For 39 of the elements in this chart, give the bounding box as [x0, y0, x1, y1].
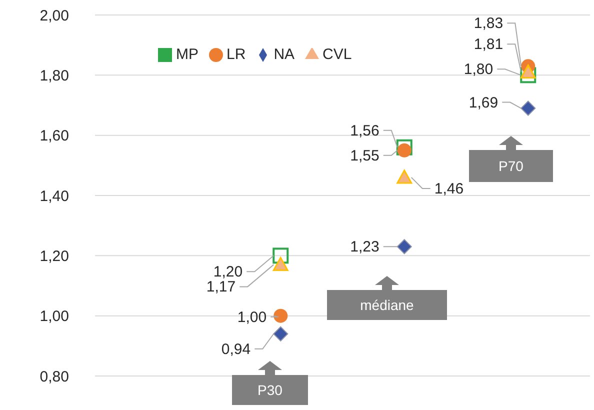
point [396, 239, 412, 254]
data-label: 1,81 [474, 36, 504, 54]
point [520, 100, 536, 116]
point [520, 64, 536, 79]
legend-label: CVL [322, 46, 352, 63]
arrow-callout: médiane [327, 276, 447, 320]
annotation: P70 [469, 150, 553, 182]
data-label: 1,23 [350, 238, 380, 256]
y-tick-label: 1,60 [40, 128, 69, 145]
point [396, 139, 412, 156]
point [272, 248, 289, 264]
data-label: 1,69 [468, 94, 498, 112]
arrow-callout: P30 [232, 361, 308, 405]
point [397, 143, 412, 158]
y-tick-label: 1,00 [40, 308, 69, 326]
data-label: 1,56 [350, 122, 380, 140]
data-label: 1,55 [350, 147, 380, 164]
arrow-callout: P70 [469, 136, 553, 182]
y-tick-label: 1,80 [40, 67, 69, 84]
data-label: 1,00 [237, 308, 267, 326]
legend-label: LR [226, 46, 246, 63]
y-tick-label: 0,80 [40, 368, 69, 386]
point [274, 308, 288, 323]
data-label: 1,20 [213, 264, 243, 281]
point [273, 326, 288, 342]
point [520, 67, 536, 84]
data-label: 1,17 [206, 278, 236, 296]
y-tick-label: 2,00 [40, 7, 69, 24]
legend-label: NA [274, 46, 295, 63]
data-label: 1,83 [474, 15, 504, 32]
y-tick-label: 1,40 [40, 188, 69, 205]
data-label: 1,80 [464, 61, 494, 78]
y-tick-label: 1,20 [40, 248, 69, 265]
data-label: 1,46 [434, 180, 464, 198]
point [396, 170, 412, 184]
data-label: 0,94 [221, 340, 251, 358]
legend-label: MP [176, 46, 198, 63]
annotation: médiane [327, 290, 447, 320]
point [272, 256, 288, 272]
